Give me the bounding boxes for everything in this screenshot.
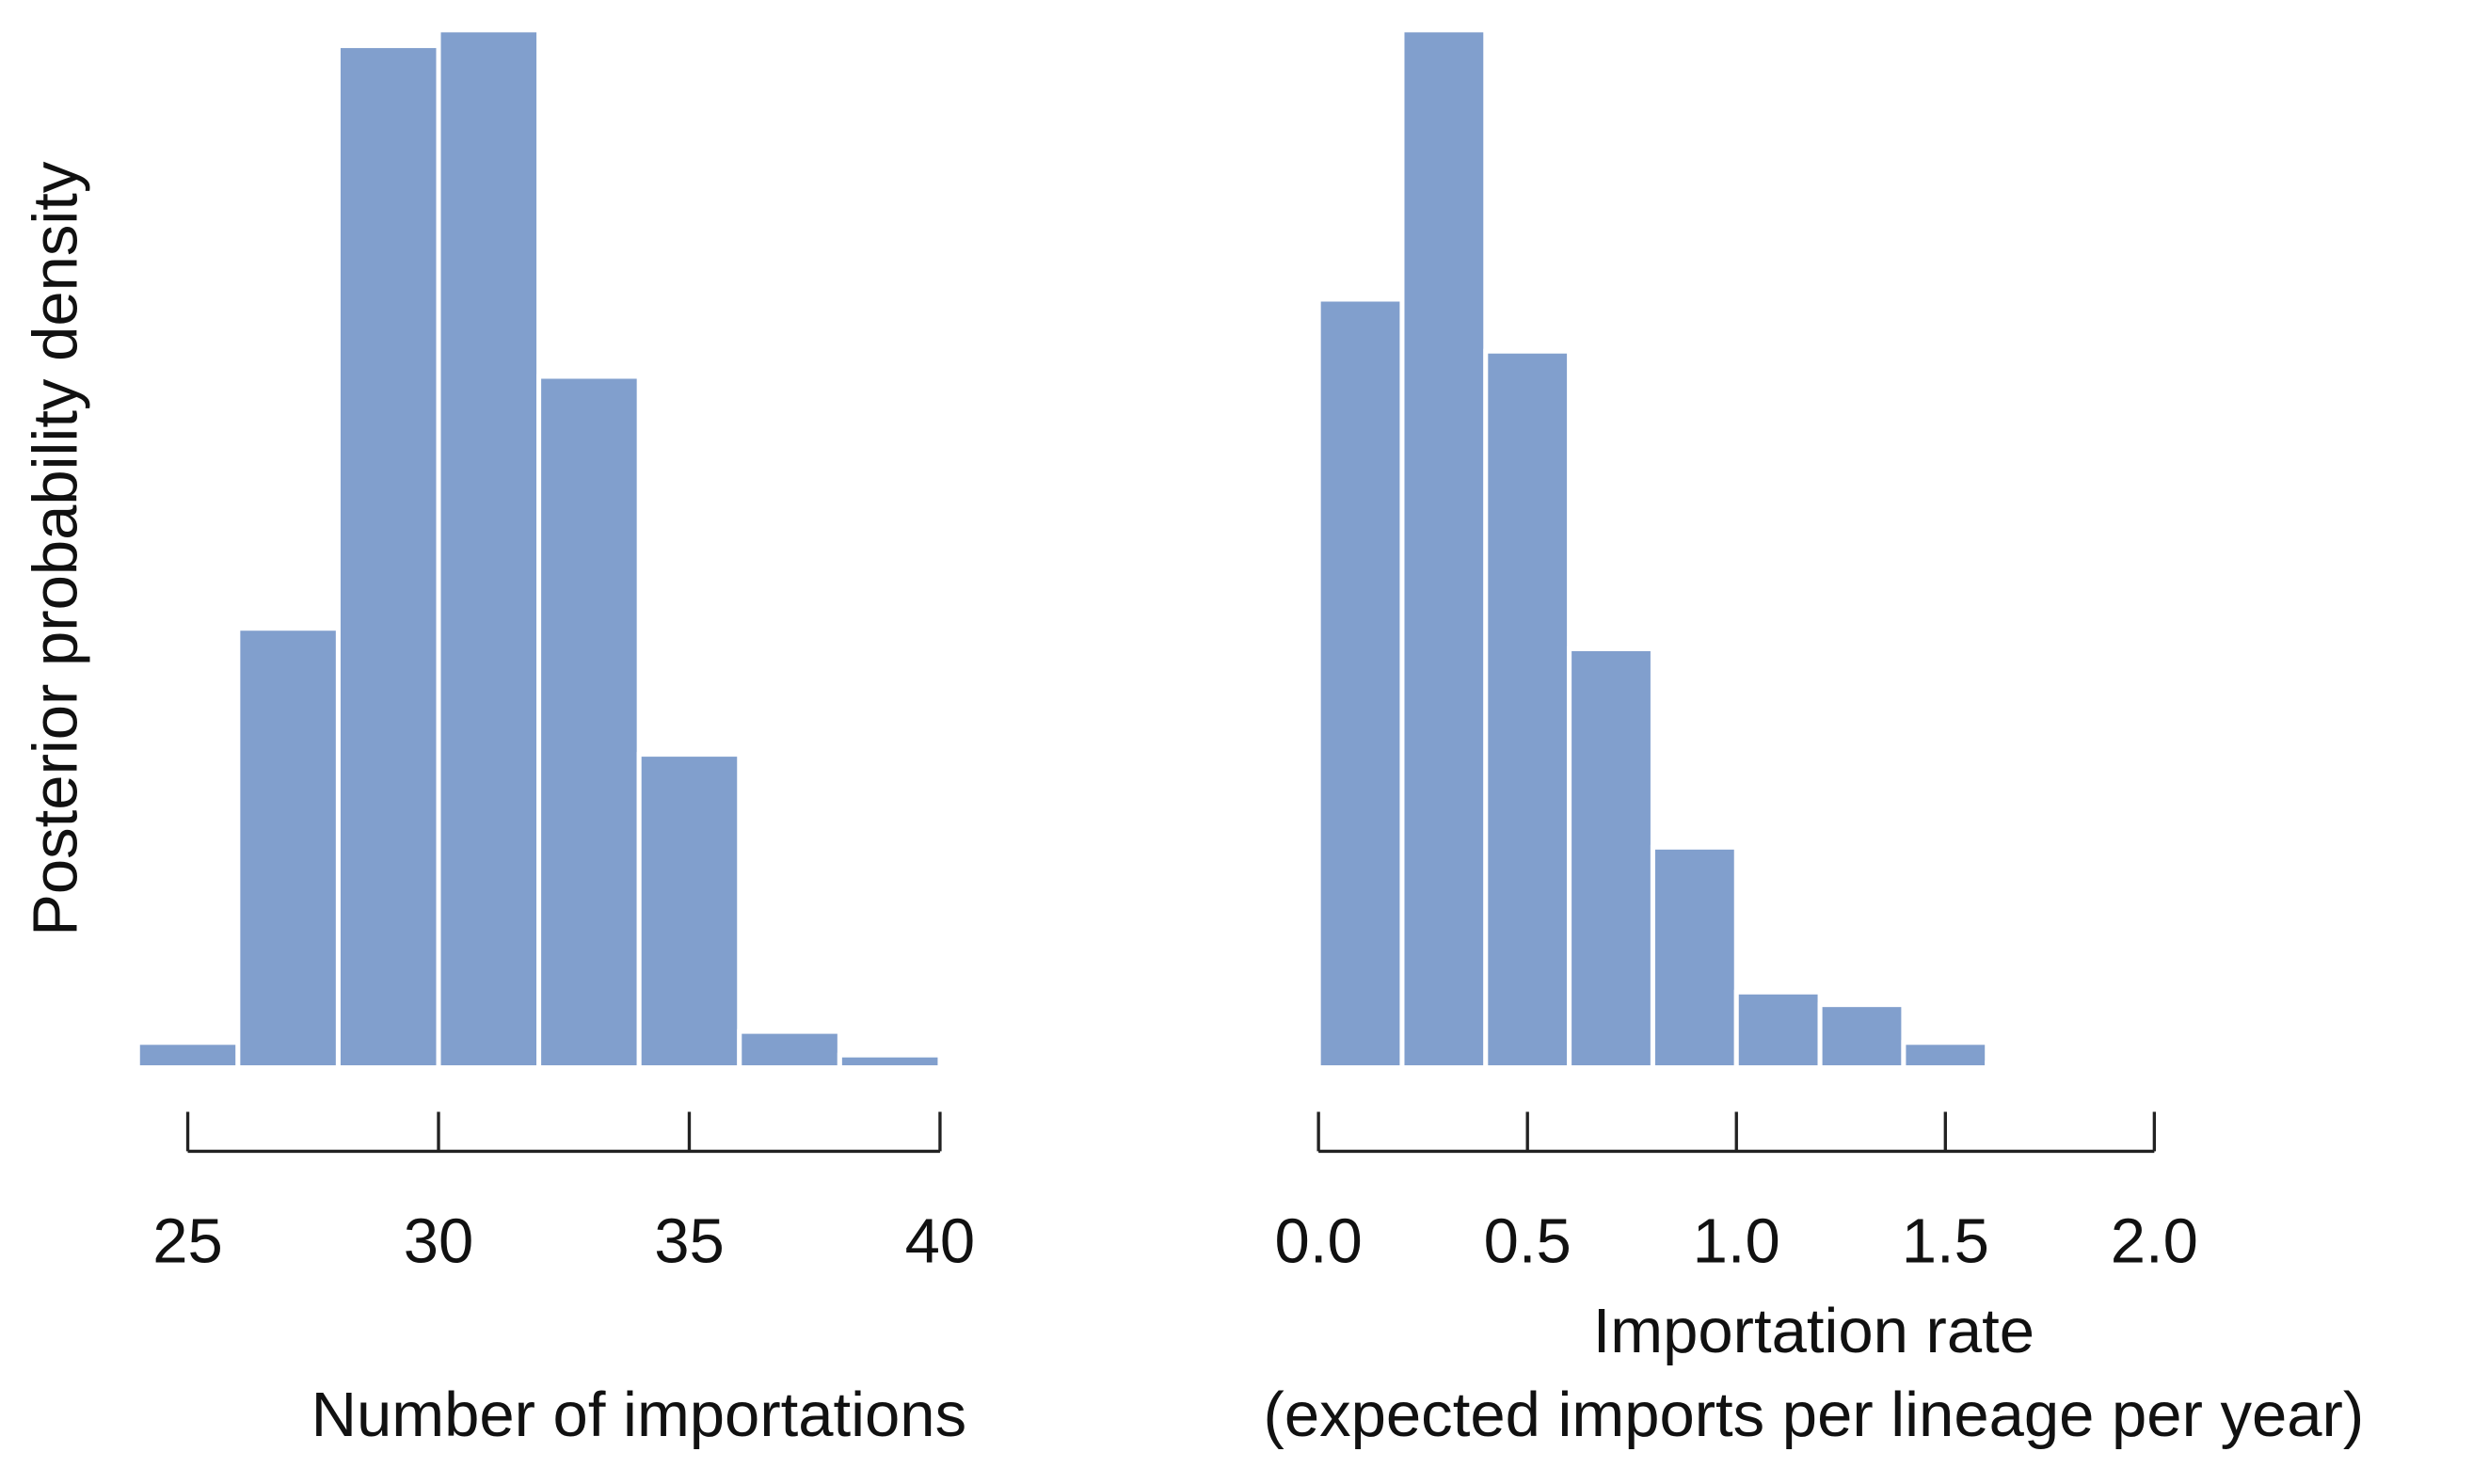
bar <box>2235 1064 2324 1071</box>
bar <box>737 1029 842 1071</box>
bar <box>1483 348 1572 1071</box>
bar <box>1733 989 1823 1071</box>
bar <box>837 1052 943 1071</box>
bar <box>636 752 742 1071</box>
bar <box>135 1040 241 1071</box>
x-axis-label: Importation rate <box>1593 1296 2034 1366</box>
bar <box>1316 296 1405 1071</box>
bar <box>1038 1063 1143 1071</box>
bar <box>1901 1040 1990 1071</box>
y-axis-label: Posterior probability density <box>20 161 90 936</box>
x-tick-label: 30 <box>404 1206 474 1277</box>
x-tick-label: 1.0 <box>1693 1206 1780 1277</box>
bar <box>1985 1061 2074 1071</box>
bar <box>1399 27 1489 1071</box>
x-tick-label: 2.0 <box>2111 1206 2198 1277</box>
x-tick-label: 25 <box>152 1206 223 1277</box>
bar <box>1567 646 1655 1071</box>
x-axis-label: (expected imports per lineage per year) <box>1264 1380 2365 1450</box>
bar <box>1650 844 1739 1071</box>
bar <box>536 374 642 1071</box>
bar <box>2151 1064 2241 1071</box>
x-axis-label: Number of importations <box>311 1380 966 1450</box>
x-tick-label: 1.5 <box>1902 1206 1989 1277</box>
x-tick-label: 35 <box>654 1206 725 1277</box>
bar <box>335 43 441 1071</box>
bar <box>235 626 341 1071</box>
bar <box>2068 1063 2157 1071</box>
x-tick-label: 0.5 <box>1484 1206 1572 1277</box>
x-tick-label: 0.0 <box>1275 1206 1363 1277</box>
bar <box>436 27 542 1071</box>
bar <box>1817 1002 1907 1071</box>
x-tick-label: 40 <box>905 1206 976 1277</box>
